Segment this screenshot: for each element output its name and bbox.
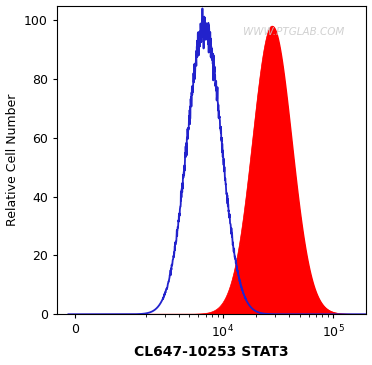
- Y-axis label: Relative Cell Number: Relative Cell Number: [6, 94, 19, 226]
- X-axis label: CL647-10253 STAT3: CL647-10253 STAT3: [134, 345, 289, 360]
- Text: WWW.PTGLAB.COM: WWW.PTGLAB.COM: [243, 27, 344, 37]
